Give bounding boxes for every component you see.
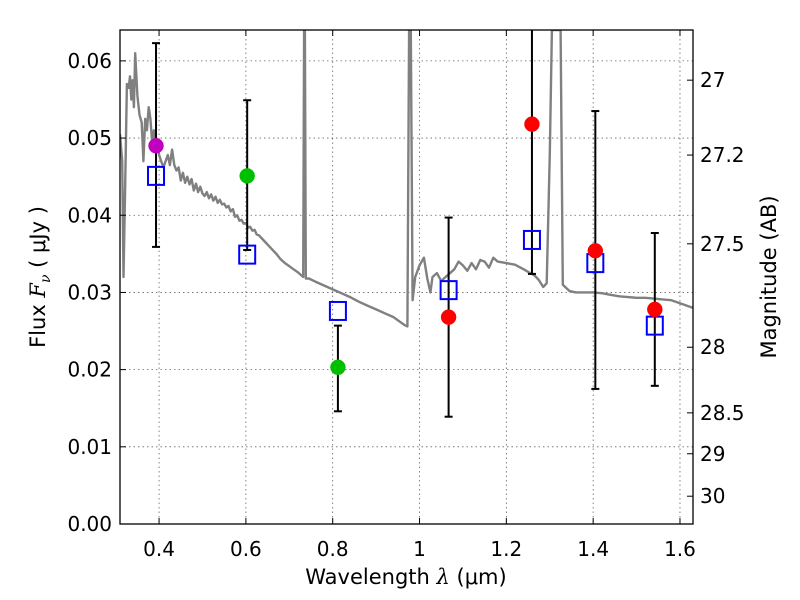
right-tick-label: 30 <box>700 484 725 508</box>
observed-flux-point <box>148 138 164 154</box>
x-tick-label: 1 <box>413 537 426 561</box>
model-photometry-square <box>238 244 257 265</box>
observed-flux-point <box>239 168 255 184</box>
right-tick-label: 29 <box>700 442 725 466</box>
y-tick-label: 0.04 <box>67 203 112 227</box>
y-axis-label: Flux Fν ( μJy ) <box>26 206 54 348</box>
y-tick-label: 0.02 <box>67 358 112 382</box>
x-tick-label: 0.4 <box>143 537 175 561</box>
right-tick-label: 27 <box>700 68 725 92</box>
observed-flux-point <box>647 301 663 318</box>
model-photometry-square <box>328 300 347 321</box>
right-tick-label: 27.2 <box>700 143 745 167</box>
x-tick-label: 1.2 <box>490 537 522 561</box>
observed-flux-point <box>440 309 457 325</box>
model-spectrum-line <box>120 30 693 328</box>
observed-flux-point <box>587 243 604 259</box>
observed-flux-point <box>330 359 346 376</box>
model-photometry-square <box>522 229 541 250</box>
x-axis-label: Wavelength λ (μm) <box>305 565 506 589</box>
plot-area <box>120 30 693 418</box>
right-axis-label: Magnitude (AB) <box>757 195 781 358</box>
y-tick-label: 0.05 <box>67 126 112 150</box>
model-photometry-square <box>147 165 166 186</box>
y-tick-label: 0.00 <box>67 512 112 536</box>
x-tick-label: 1.4 <box>577 537 609 561</box>
right-tick-label: 28 <box>700 335 725 359</box>
observed-flux-point <box>524 116 540 132</box>
y-tick-label: 0.01 <box>67 435 112 459</box>
right-tick-label: 27.5 <box>700 232 745 256</box>
grid-lines <box>120 30 693 525</box>
plot-frame <box>119 29 694 525</box>
axis-ticks: 0.4 0.6 0.8 1 1.2 1.4 1.6 0.00 0.01 0.02 0.03 0.04 0… <box>67 30 745 561</box>
right-tick-label: 28.5 <box>700 401 745 425</box>
x-tick-label: 0.6 <box>230 537 262 561</box>
model-photometry-square <box>439 280 458 301</box>
x-tick-label: 1.6 <box>664 537 696 561</box>
x-tick-label: 0.8 <box>317 537 349 561</box>
y-tick-label: 0.03 <box>67 280 112 304</box>
y-tick-label: 0.06 <box>67 49 112 73</box>
